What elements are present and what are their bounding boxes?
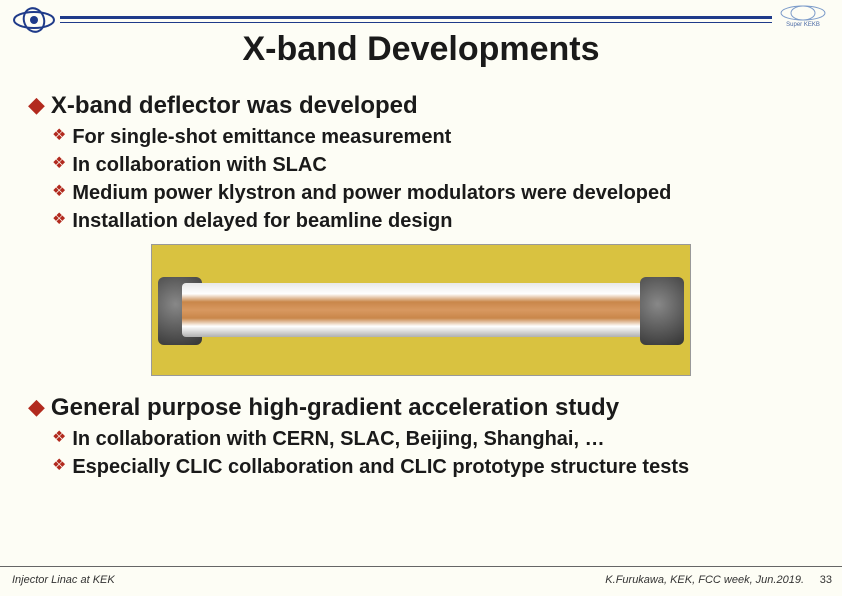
- bullet-text: Especially CLIC collaboration and CLIC p…: [72, 454, 689, 480]
- bullet-item: ❖ Installation delayed for beamline desi…: [52, 208, 814, 234]
- bullet-text: For single-shot emittance measurement: [72, 124, 451, 150]
- footer-right: K.Furukawa, KEK, FCC week, Jun.2019.: [605, 574, 804, 586]
- section-heading: ◆ X-band deflector was developed: [28, 92, 814, 120]
- section-heading: ◆ General purpose high-gradient accelera…: [28, 394, 814, 422]
- heading-text: General purpose high-gradient accelerati…: [51, 394, 619, 422]
- header-rule-thin: [60, 22, 772, 23]
- photo-flange-right: [640, 277, 684, 345]
- diamond-small-icon: ❖: [52, 208, 66, 232]
- bullet-text: In collaboration with CERN, SLAC, Beijin…: [72, 426, 604, 452]
- bullet-text: In collaboration with SLAC: [72, 152, 326, 178]
- heading-text: X-band deflector was developed: [51, 92, 418, 120]
- footer-left: Injector Linac at KEK: [12, 574, 115, 586]
- diamond-small-icon: ❖: [52, 180, 66, 204]
- content: ◆ X-band deflector was developed ❖ For s…: [0, 72, 842, 480]
- bullet-text: Installation delayed for beamline design: [72, 208, 452, 234]
- photo-tube: [182, 283, 660, 337]
- diamond-small-icon: ❖: [52, 454, 66, 478]
- header-rule-thick: [60, 16, 772, 19]
- slide-title: X-band Developments: [0, 30, 842, 69]
- diamond-small-icon: ❖: [52, 124, 66, 148]
- logo-text: Super KEKB: [786, 22, 820, 28]
- bullet-item: ❖ In collaboration with SLAC: [52, 152, 814, 178]
- diamond-small-icon: ❖: [52, 426, 66, 450]
- header: Super KEKB X-band Developments: [0, 0, 842, 72]
- bullet-item: ❖ In collaboration with CERN, SLAC, Beij…: [52, 426, 814, 452]
- bullet-item: ❖ For single-shot emittance measurement: [52, 124, 814, 150]
- diamond-bullet-icon: ◆: [28, 92, 45, 118]
- diamond-bullet-icon: ◆: [28, 394, 45, 420]
- page-number: 33: [820, 574, 832, 586]
- footer: Injector Linac at KEK K.Furukawa, KEK, F…: [0, 566, 842, 588]
- deflector-photo: [151, 244, 691, 376]
- bullet-text: Medium power klystron and power modulato…: [72, 180, 671, 206]
- diamond-small-icon: ❖: [52, 152, 66, 176]
- bullet-item: ❖ Medium power klystron and power modula…: [52, 180, 814, 206]
- bullet-item: ❖ Especially CLIC collaboration and CLIC…: [52, 454, 814, 480]
